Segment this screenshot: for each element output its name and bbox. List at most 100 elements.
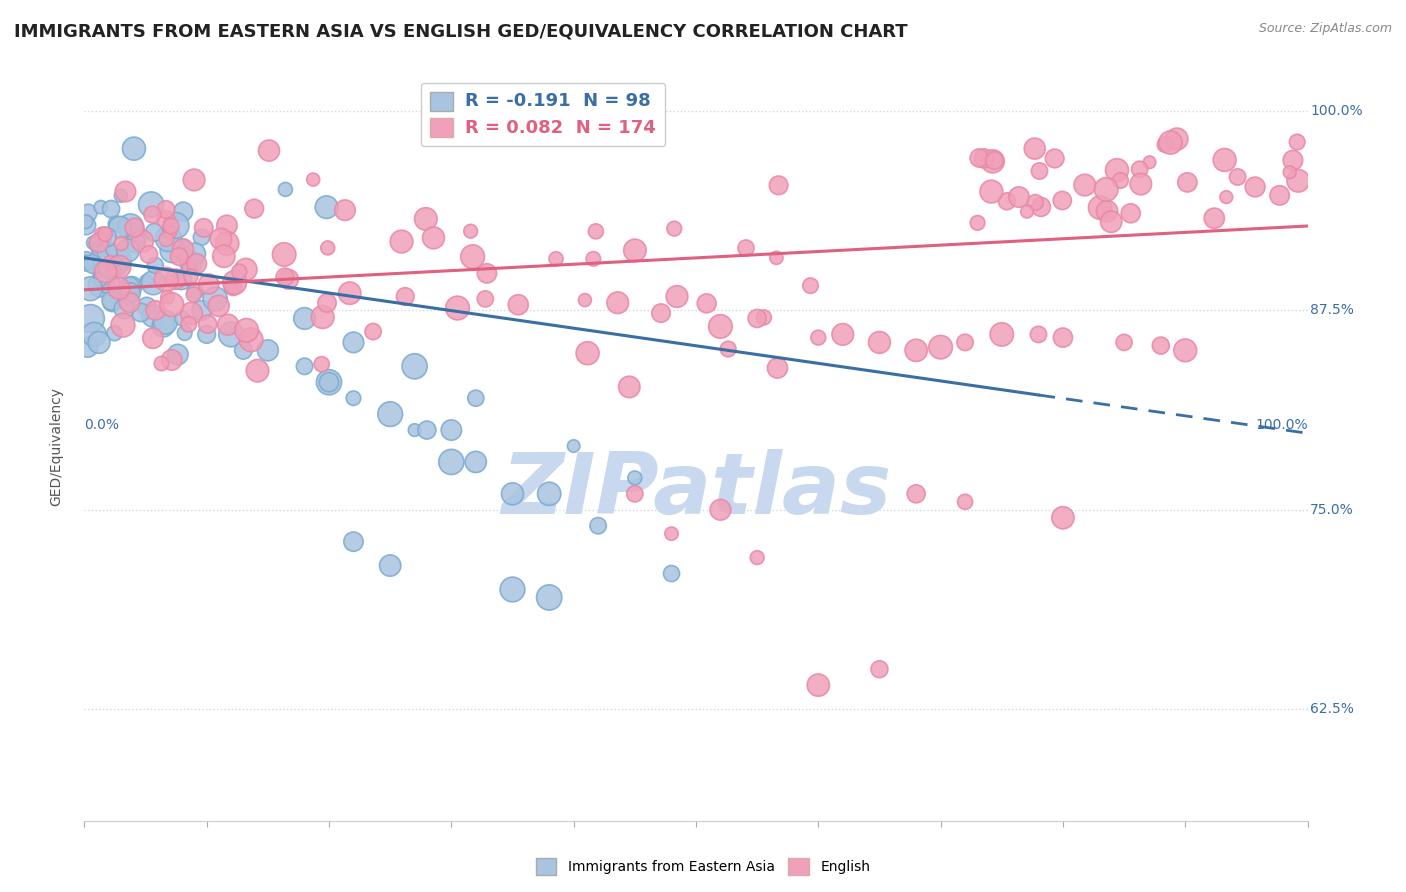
Point: [1282, 153, 1305, 168]
Point: [75, 215, 97, 229]
Point: [422, 231, 444, 245]
Point: [217, 318, 239, 332]
Point: [404, 423, 426, 437]
Point: [1286, 174, 1309, 188]
Point: [157, 231, 180, 245]
Point: [735, 241, 758, 255]
Point: [1129, 162, 1152, 177]
Point: [1244, 180, 1267, 194]
Point: [1215, 190, 1237, 204]
Point: [197, 317, 219, 331]
Point: [574, 293, 596, 307]
Point: [155, 202, 177, 217]
Point: [166, 347, 188, 361]
Point: [316, 241, 339, 255]
Point: [315, 200, 337, 214]
Point: [141, 207, 163, 221]
Point: [143, 259, 166, 273]
Point: [204, 292, 226, 306]
Point: [440, 423, 463, 437]
Point: [1114, 335, 1136, 350]
Point: [135, 274, 157, 288]
Point: [1204, 211, 1226, 226]
Point: [502, 582, 524, 597]
Point: [416, 423, 439, 437]
Point: [75, 256, 97, 270]
Point: [1024, 142, 1046, 156]
Point: [108, 260, 131, 274]
Point: [114, 185, 136, 199]
Point: [208, 299, 231, 313]
Point: [619, 380, 641, 394]
Point: [212, 249, 235, 263]
Point: [180, 306, 202, 320]
Point: [122, 142, 145, 156]
Point: [1105, 163, 1128, 178]
Point: [87, 335, 110, 350]
Text: 100.0%: 100.0%: [1310, 104, 1362, 119]
Point: [91, 264, 114, 278]
Point: [807, 678, 830, 692]
Point: [108, 220, 131, 235]
Point: [160, 353, 183, 368]
Point: [460, 224, 482, 238]
Point: [90, 200, 112, 214]
Text: Source: ZipAtlas.com: Source: ZipAtlas.com: [1258, 22, 1392, 36]
Point: [115, 290, 138, 304]
Point: [585, 224, 607, 238]
Point: [905, 343, 928, 358]
Point: [342, 335, 364, 350]
Point: [103, 326, 125, 340]
Point: [311, 357, 333, 371]
Point: [273, 247, 295, 261]
Point: [79, 311, 101, 326]
Point: [1159, 136, 1181, 150]
Point: [1226, 169, 1249, 184]
Point: [311, 310, 333, 324]
Point: [475, 266, 498, 280]
Point: [318, 376, 340, 390]
Point: [142, 309, 165, 323]
Text: 87.5%: 87.5%: [1310, 303, 1354, 318]
Point: [1043, 152, 1066, 166]
Point: [586, 518, 609, 533]
Point: [339, 286, 361, 301]
Point: [228, 264, 250, 278]
Point: [152, 318, 174, 333]
Point: [747, 550, 769, 565]
Point: [1028, 327, 1050, 342]
Point: [108, 281, 131, 295]
Point: [217, 236, 239, 251]
Point: [415, 211, 437, 226]
Point: [183, 287, 205, 301]
Point: [90, 236, 112, 251]
Point: [101, 295, 124, 310]
Point: [664, 221, 686, 235]
Point: [173, 326, 195, 340]
Point: [240, 333, 263, 347]
Point: [91, 228, 114, 243]
Point: [624, 487, 647, 501]
Point: [180, 269, 202, 284]
Point: [302, 172, 325, 186]
Point: [135, 300, 157, 314]
Point: [103, 262, 125, 277]
Point: [474, 292, 496, 306]
Point: [165, 219, 187, 233]
Point: [96, 279, 118, 293]
Point: [1015, 204, 1038, 219]
Point: [82, 257, 104, 271]
Point: [232, 343, 254, 358]
Point: [124, 220, 146, 235]
Point: [184, 285, 207, 299]
Point: [156, 290, 179, 304]
Point: [1177, 175, 1199, 189]
Point: [967, 151, 990, 165]
Point: [155, 315, 177, 329]
Point: [101, 244, 124, 258]
Legend: R = -0.191  N = 98, R = 0.082  N = 174: R = -0.191 N = 98, R = 0.082 N = 174: [420, 83, 665, 146]
Point: [973, 152, 995, 166]
Point: [219, 327, 242, 342]
Point: [869, 335, 891, 350]
Point: [831, 327, 853, 342]
